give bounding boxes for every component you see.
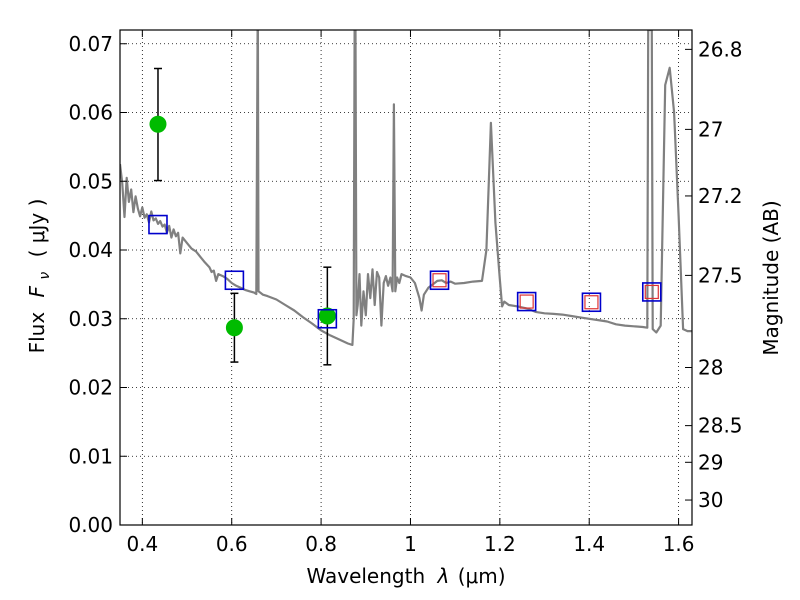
- y-tick-label: 0.04: [68, 238, 113, 262]
- x-tick-label: 0.8: [305, 532, 337, 556]
- plot-area: [119, 29, 693, 526]
- y2-tick-label: 30: [698, 488, 723, 512]
- x-tick-label: 1.6: [663, 532, 695, 556]
- model-point: [429, 270, 450, 291]
- y2-tick-label: 29: [698, 450, 723, 474]
- model-point-nir: [519, 294, 534, 309]
- model-point-nir: [644, 284, 659, 300]
- observed-point: [225, 319, 243, 337]
- model-point: [317, 308, 338, 329]
- model-point-nir: [584, 295, 599, 310]
- y2-tick-label: 26.8: [698, 37, 743, 61]
- model-point: [641, 282, 662, 302]
- y2-tick-label: 27.2: [698, 184, 743, 208]
- x-tick-label: 1.2: [484, 532, 516, 556]
- y-tick-label: 0.05: [68, 169, 113, 193]
- grid: [120, 30, 692, 525]
- x-tick-label: 0.4: [126, 532, 158, 556]
- y2-tick-label: 27.5: [698, 263, 743, 287]
- observed-point: [318, 307, 336, 325]
- y-tick-label: 0.01: [68, 444, 113, 468]
- model-point-nir: [432, 273, 447, 288]
- y-tick-label: 0.00: [68, 513, 113, 537]
- model-point: [581, 292, 602, 313]
- y-axis-label: Flux F ν ( μJy ): [25, 199, 54, 354]
- spectrum-layer: [120, 30, 692, 346]
- y2-tick-label: 28.5: [698, 414, 743, 438]
- ticks-layer: 0.4 0.6 0.8 1 1.2 1.4 1.6 0.00 0.01 0.02 0.03 0.04 0…: [68, 30, 743, 556]
- y2-tick-label: 28: [698, 356, 723, 380]
- model-point: [224, 270, 245, 291]
- model-point: [148, 214, 168, 235]
- x-tick-label: 1.4: [573, 532, 605, 556]
- y2-tick-label: 27: [698, 117, 723, 141]
- y-tick-label: 0.02: [68, 376, 113, 400]
- y2-axis-label: Magnitude (AB): [759, 200, 783, 355]
- y-tick-label: 0.07: [68, 32, 113, 56]
- model-point: [516, 291, 537, 312]
- data-points-layer: [148, 67, 662, 366]
- y-tick-label: 0.06: [68, 101, 113, 125]
- spectrum-line: [120, 30, 692, 346]
- x-axis-label: Wavelength λ (μm): [306, 564, 505, 588]
- observed-point: [149, 115, 167, 133]
- x-tick-label: 0.6: [216, 532, 248, 556]
- y-tick-label: 0.03: [68, 307, 113, 331]
- x-tick-label: 1: [404, 532, 417, 556]
